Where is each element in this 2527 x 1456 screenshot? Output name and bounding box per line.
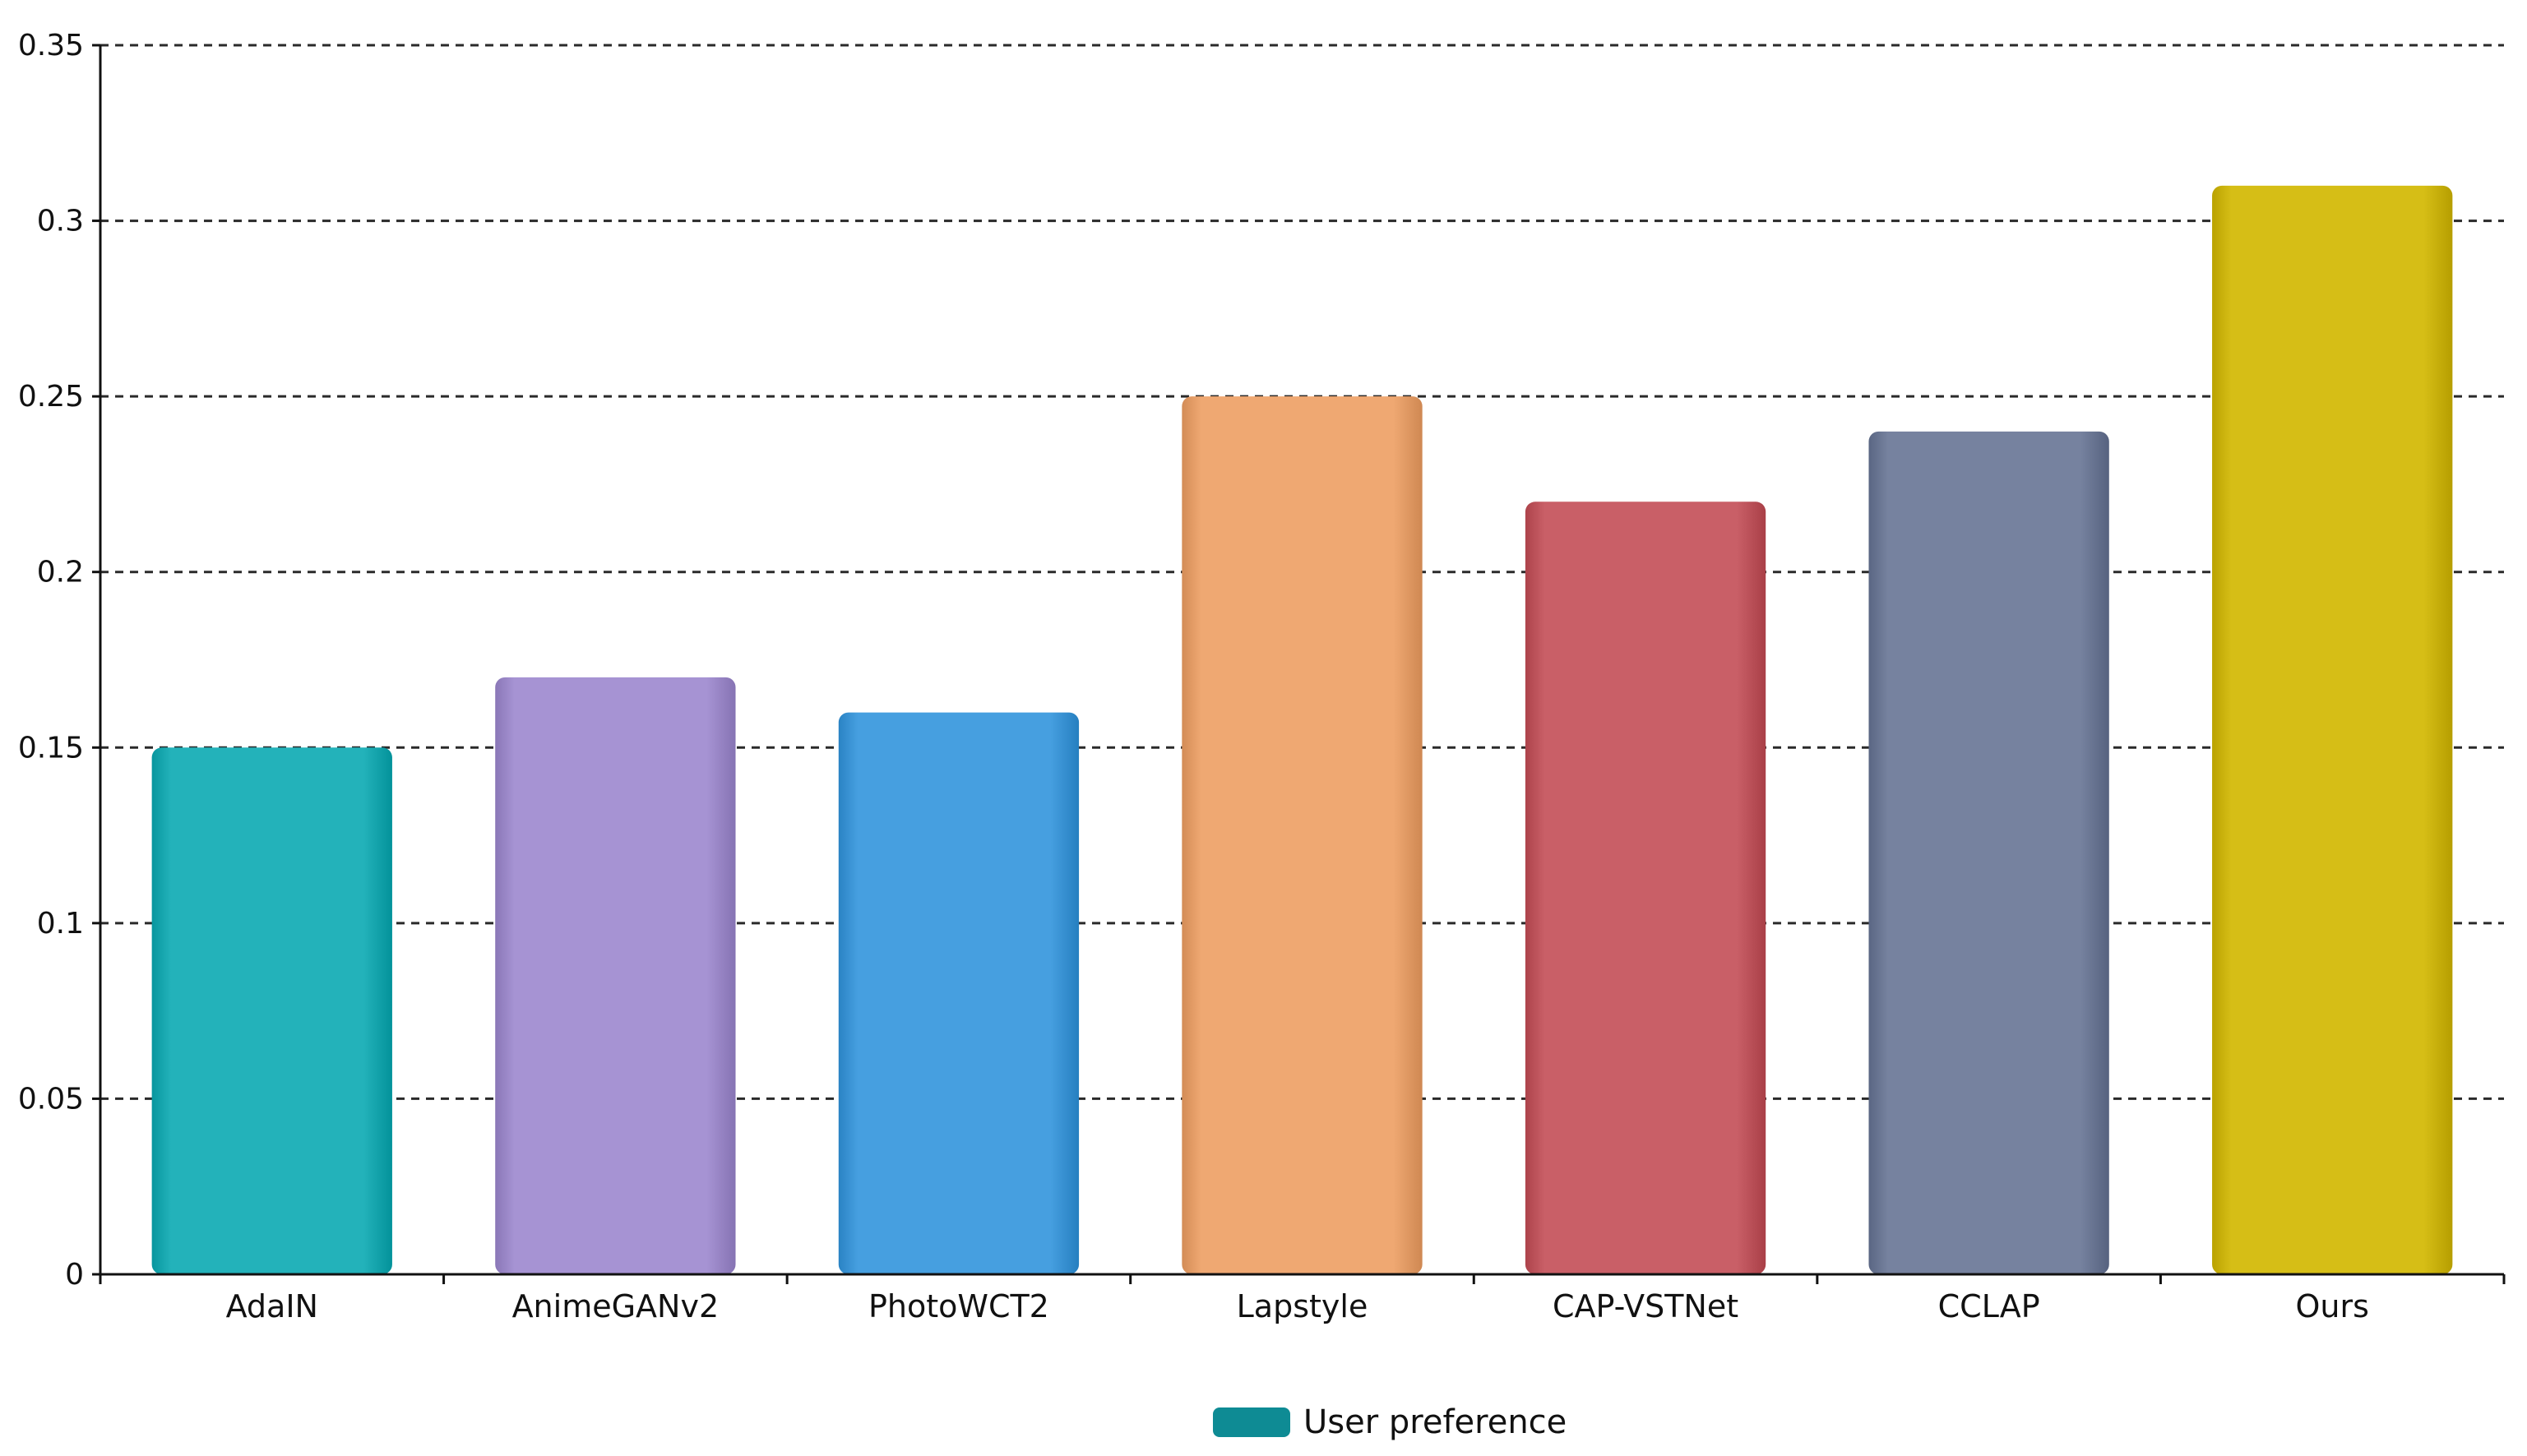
x-tick-label: PhotoWCT2 <box>868 1288 1049 1324</box>
bar-lapstyle <box>1182 396 1423 1275</box>
y-tick-label: 0.15 <box>18 731 84 765</box>
x-tick-label: CAP-VSTNet <box>1553 1288 1738 1324</box>
bar-photowct2 <box>838 712 1080 1274</box>
x-tick-label: CCLAP <box>1938 1288 2040 1324</box>
x-tick-label: AdaIN <box>226 1288 318 1324</box>
y-tick-label: 0 <box>65 1258 84 1292</box>
axis-labels: 0 0.05 0.1 0.15 0.2 0.25 0.3 0.35 AdaIN AnimeGANv… <box>18 29 2369 1324</box>
y-tick-label: 0.25 <box>18 380 84 414</box>
x-tick-label: Ours <box>2296 1288 2369 1324</box>
legend-label: User preference <box>1303 1403 1567 1441</box>
bar-cap-vstnet <box>1525 502 1766 1274</box>
legend-swatch <box>1213 1407 1290 1437</box>
x-tick-label: Lapstyle <box>1237 1288 1368 1324</box>
axes <box>92 44 2506 1284</box>
y-tick-label: 0.1 <box>37 907 84 941</box>
bar-cclap <box>1868 431 2109 1274</box>
y-tick-label: 0.2 <box>37 556 84 589</box>
y-tick-label: 0.35 <box>18 29 84 62</box>
bar-adain <box>151 747 392 1274</box>
bar-animeganv2 <box>495 677 736 1274</box>
legend: User preference <box>1213 1403 1567 1441</box>
bar-ours <box>2212 185 2453 1274</box>
y-tick-label: 0.3 <box>37 205 84 238</box>
y-tick-label: 0.05 <box>18 1082 84 1116</box>
x-tick-label: AnimeGANv2 <box>512 1288 720 1324</box>
bars <box>151 185 2453 1275</box>
